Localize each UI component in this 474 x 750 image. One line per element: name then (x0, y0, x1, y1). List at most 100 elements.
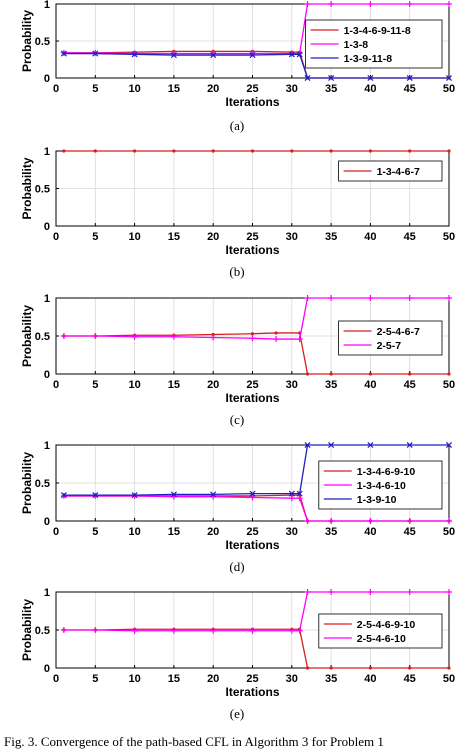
chart-panel-3: 0 5 10 15 20 25 30 35 40 45 50 0 0.5 1 Iterations Proba… (20, 293, 455, 427)
data-point (210, 334, 217, 341)
chart-panel-2: 0 5 10 15 20 25 30 35 40 45 50 0 0.5 1 Iterations Proba… (20, 146, 455, 279)
data-point (328, 1, 335, 7)
legend-box (338, 320, 443, 356)
data-point (367, 518, 374, 524)
data-point (170, 627, 177, 634)
legend: 2-5-4-6-7 2-5-7 (338, 320, 443, 356)
data-point (274, 331, 278, 335)
data-point (305, 666, 310, 670)
series-markers-3 (60, 50, 453, 82)
x-tick-label: 5 (92, 673, 98, 685)
data-point (304, 441, 311, 449)
data-point (249, 52, 256, 59)
data-point (290, 149, 294, 153)
data-point (406, 295, 413, 301)
data-point (170, 491, 177, 498)
y-tick-label: 0.5 (35, 184, 50, 196)
y-axis-label: Probability (20, 305, 34, 367)
data-point (367, 589, 374, 595)
data-point (447, 372, 451, 376)
data-point (92, 333, 99, 339)
legend-label: 1-3-4-6-9-10 (357, 466, 416, 478)
x-tick-label: 0 (53, 526, 59, 538)
y-axis-label: Probability (20, 599, 34, 661)
x-tick-label: 10 (128, 231, 140, 243)
y-tick-label: 0 (44, 369, 50, 381)
data-point (170, 52, 177, 59)
x-tick-label: 5 (92, 526, 98, 538)
x-tick-label: 10 (128, 673, 140, 685)
data-point (250, 149, 255, 153)
legend-label: 2-5-4-6-10 (357, 633, 406, 645)
y-axis-label: Probability (20, 157, 34, 219)
data-point (131, 627, 138, 634)
legend-label: 1-3-9-10 (357, 494, 397, 506)
x-tick-label: 50 (443, 673, 455, 685)
x-tick-label: 25 (246, 231, 258, 243)
data-point (92, 492, 99, 499)
x-tick-label: 0 (53, 379, 59, 391)
data-point (445, 74, 453, 82)
x-tick-label: 35 (325, 673, 337, 685)
panel-label: (c) (230, 412, 244, 427)
data-point (249, 490, 256, 497)
legend: 1-3-4-6-9-11-8 1-3-8 1-3-9-11-8 (305, 19, 443, 69)
data-point (446, 295, 452, 301)
data-point (367, 441, 374, 449)
x-tick-label: 0 (53, 673, 59, 685)
chart-panel-5: 0 5 10 15 20 25 30 35 40 45 50 0 0.5 1 Iterations Proba… (20, 587, 455, 721)
data-point (92, 50, 99, 57)
legend: 1-3-4-6-9-10 1-3-4-6-10 1-3-9-10 (318, 460, 443, 510)
data-point (367, 74, 374, 82)
data-point (328, 74, 335, 82)
data-point (60, 50, 67, 57)
data-point (60, 492, 67, 499)
data-point (210, 627, 217, 634)
data-point (447, 149, 451, 153)
x-tick-label: 50 (443, 83, 455, 95)
data-point (211, 149, 215, 153)
legend-label: 2-5-4-6-7 (377, 326, 420, 338)
data-point (60, 333, 67, 339)
data-point (445, 441, 453, 449)
data-point (93, 149, 97, 153)
data-point (210, 52, 217, 59)
panel-label: (e) (230, 706, 244, 721)
x-tick-label: 30 (286, 526, 298, 538)
x-tick-label: 35 (325, 526, 337, 538)
x-tick-label: 0 (53, 83, 59, 95)
legend: 2-5-4-6-9-10 2-5-4-6-10 (318, 613, 443, 649)
data-point (172, 149, 176, 153)
data-point (368, 149, 372, 153)
data-point (406, 1, 413, 7)
y-tick-label: 0.5 (35, 36, 50, 48)
x-tick-label: 40 (364, 231, 376, 243)
x-tick-label: 0 (53, 231, 59, 243)
legend-label: 1-3-8 (344, 39, 369, 51)
y-tick-label: 0.5 (35, 331, 50, 343)
x-axis-label: Iterations (225, 538, 279, 552)
data-point (406, 518, 413, 524)
data-point (249, 494, 256, 501)
x-axis-label: Iterations (225, 685, 279, 699)
legend-box (338, 160, 443, 182)
x-tick-label: 25 (246, 526, 258, 538)
data-point (211, 332, 215, 337)
y-tick-label: 0 (44, 73, 50, 85)
data-point (367, 1, 374, 7)
data-point (367, 295, 374, 301)
data-point (406, 441, 413, 449)
legend-label: 2-5-7 (377, 340, 402, 352)
data-point (408, 666, 412, 670)
data-point (447, 666, 451, 670)
data-point (250, 332, 255, 336)
data-point (304, 589, 311, 595)
x-tick-label: 20 (207, 379, 219, 391)
y-tick-label: 1 (44, 0, 50, 11)
x-tick-label: 50 (443, 231, 455, 243)
data-point (131, 51, 138, 58)
data-point (288, 495, 295, 502)
data-point (249, 627, 256, 634)
x-tick-label: 35 (325, 83, 337, 95)
